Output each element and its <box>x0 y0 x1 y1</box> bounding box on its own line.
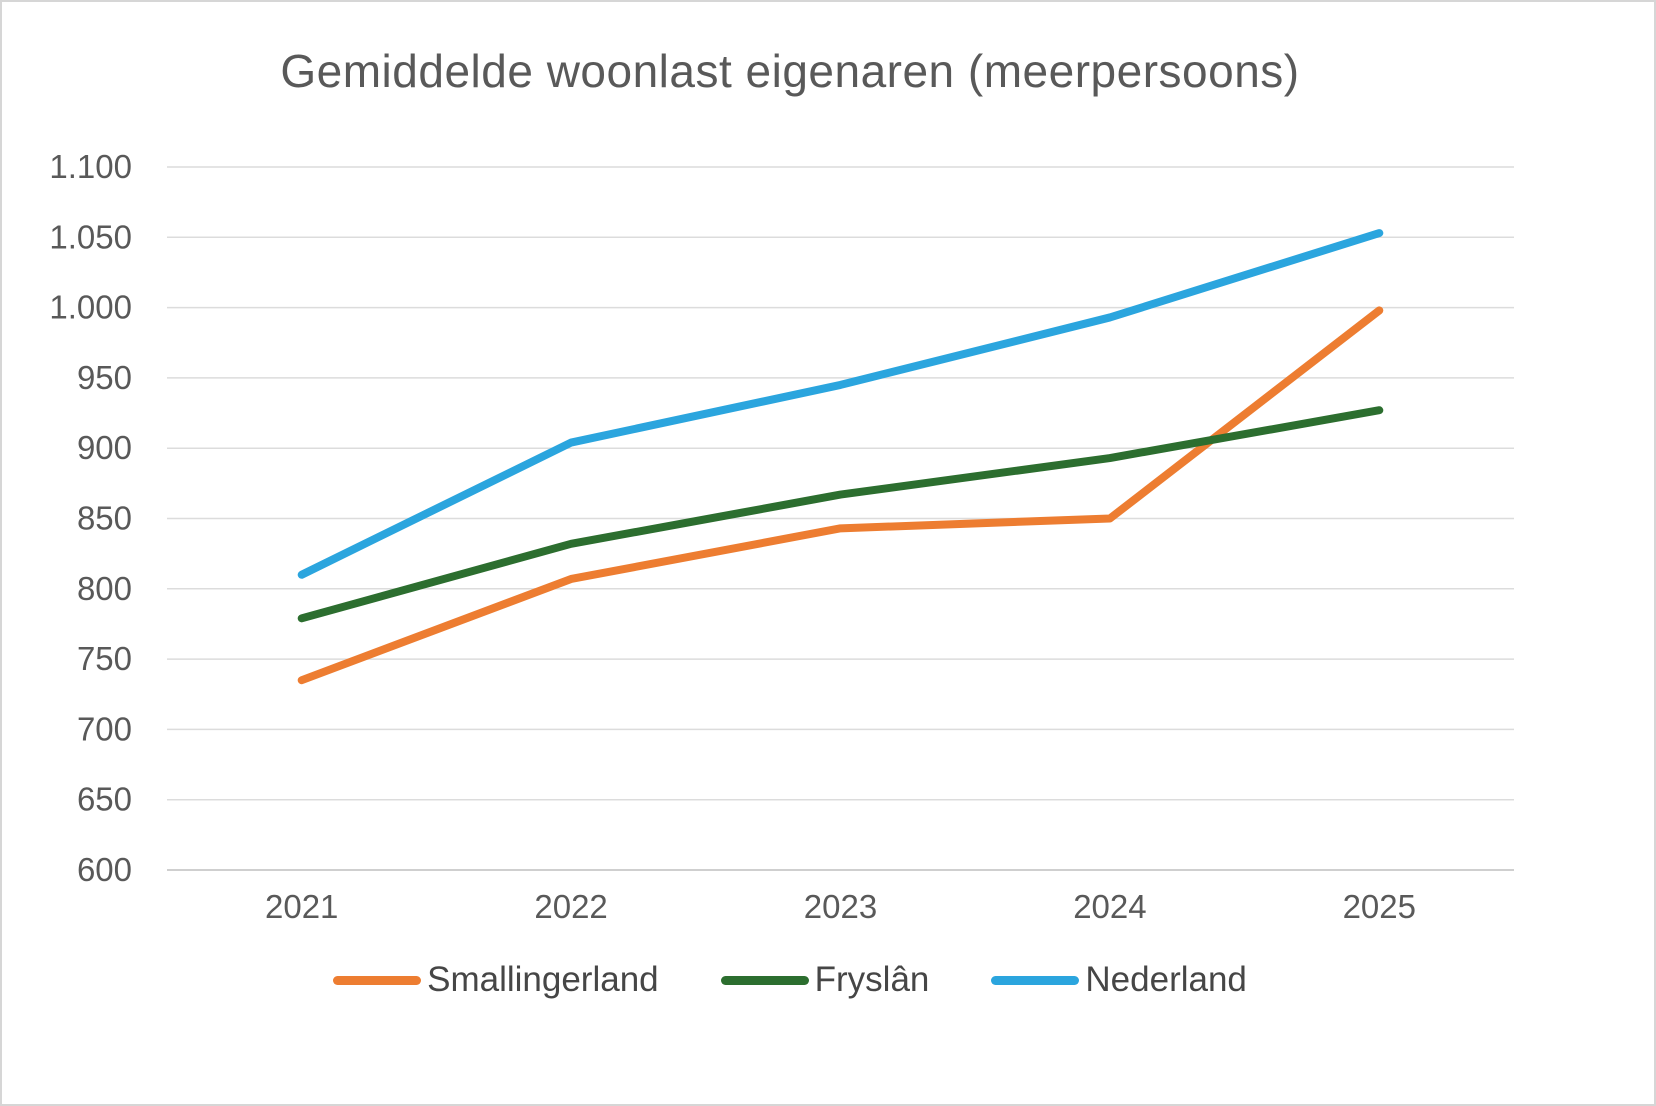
y-axis-tick-label: 1.000 <box>49 289 132 326</box>
y-axis-tick-label: 650 <box>77 781 132 818</box>
legend-swatch-nederland <box>991 975 1080 985</box>
y-axis-tick-label: 1.100 <box>49 148 132 185</box>
legend-label-fryslan: Fryslân <box>814 960 930 999</box>
y-axis-tick-label: 950 <box>77 359 132 396</box>
legend-swatch-smallingerland <box>333 975 422 985</box>
chart-title: Gemiddelde woonlast eigenaren (meerperso… <box>280 45 1300 97</box>
y-axis-tick-label: 850 <box>77 500 132 537</box>
y-axis-tick-label: 800 <box>77 570 132 607</box>
series-line-fryslan <box>297 406 1384 623</box>
x-axis-tick-label: 2025 <box>1343 888 1416 925</box>
x-axis-tick-label: 2023 <box>804 888 877 925</box>
y-axis-tick-label: 700 <box>77 710 132 747</box>
x-axis-tick-label: 2022 <box>534 888 607 925</box>
y-axis-tick-label: 1.050 <box>49 218 132 255</box>
x-axis-tick-label: 2024 <box>1073 888 1146 925</box>
series-line-nederland <box>297 229 1384 579</box>
series-line-smallingerland <box>297 306 1384 685</box>
chart-legend: Smallingerland Fryslân Nederland <box>2 960 1654 1000</box>
y-axis-tick-label: 600 <box>77 851 132 888</box>
legend-item-smallingerland: Smallingerland <box>333 960 659 1000</box>
legend-swatch-fryslan <box>720 975 809 985</box>
legend-label-nederland: Nederland <box>1085 960 1247 999</box>
legend-item-nederland: Nederland <box>991 960 1247 1000</box>
legend-item-fryslan: Fryslân <box>720 960 930 1000</box>
y-axis-tick-label: 750 <box>77 640 132 677</box>
legend-label-smallingerland: Smallingerland <box>427 960 659 999</box>
y-axis-tick-label: 900 <box>77 429 132 466</box>
x-axis-tick-label: 2021 <box>265 888 338 925</box>
